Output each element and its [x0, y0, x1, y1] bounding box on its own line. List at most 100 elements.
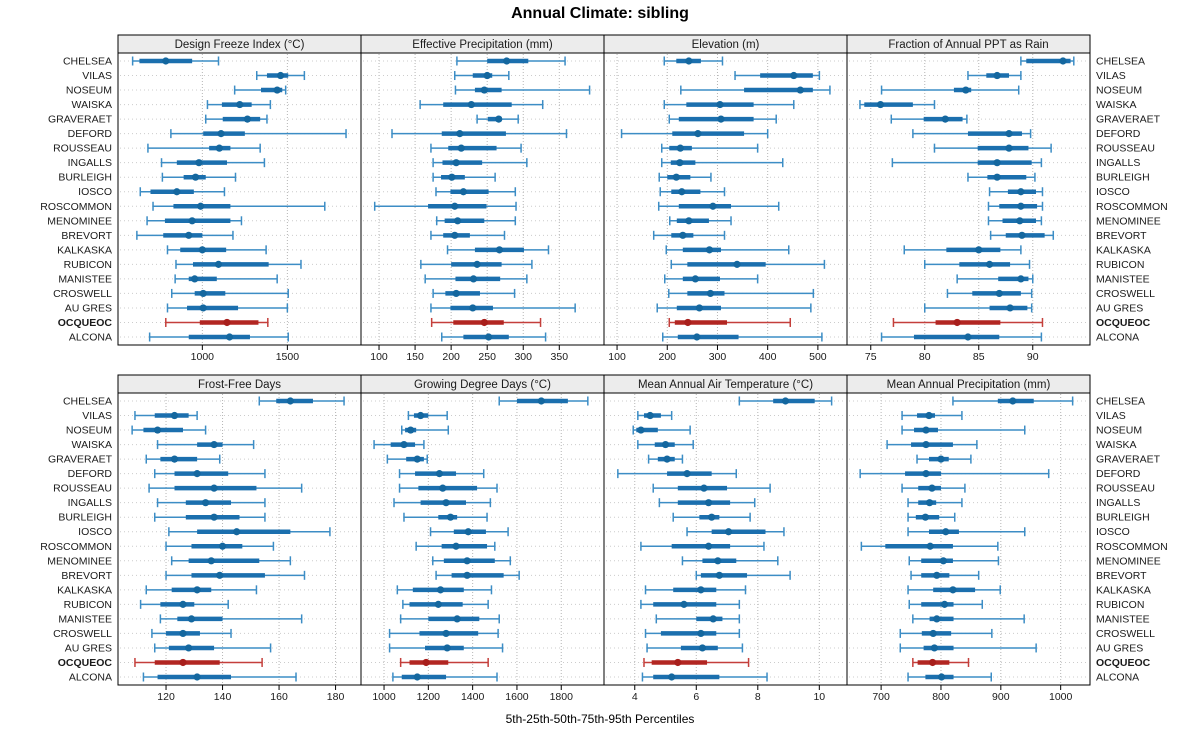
axis-tick-label: 75: [865, 351, 877, 363]
dot-row-rousseau: [606, 483, 845, 493]
median-dot: [483, 71, 491, 80]
panel-plot-area: [117, 52, 362, 346]
dot-row-vilas: [849, 71, 1088, 81]
site-label-right-waiska: WAISKA: [1096, 439, 1136, 451]
site-label-right-rousseau: ROUSSEAU: [1096, 143, 1155, 155]
site-label-left-manistee: MANISTEE: [58, 613, 112, 625]
dot-row-croswell: [120, 628, 359, 638]
dot-row-burleigh: [120, 512, 359, 522]
dot-row-alcona: [606, 672, 845, 682]
median-dot: [179, 600, 187, 608]
median-dot: [993, 71, 1001, 80]
median-dot: [243, 115, 252, 123]
median-dot: [215, 144, 223, 152]
axis-tick-label: 140: [214, 691, 232, 703]
median-dot: [464, 528, 472, 536]
panel-title: Mean Annual Precipitation (mm): [887, 379, 1051, 391]
median-dot: [452, 542, 460, 550]
dot-row-vilas: [363, 71, 602, 81]
dot-row-alcona: [120, 332, 359, 342]
median-dot: [446, 513, 455, 521]
site-label-right-rousseau: ROUSSEAU: [1096, 483, 1155, 495]
dot-row-waiska: [849, 440, 1088, 450]
median-dot: [668, 673, 676, 681]
median-dot: [448, 173, 456, 181]
median-dot: [223, 318, 231, 327]
median-dot: [676, 159, 684, 167]
dot-row-kalkaska: [606, 585, 845, 595]
median-dot: [694, 130, 702, 138]
dot-row-burleigh: [606, 512, 845, 522]
median-dot: [1017, 202, 1025, 210]
site-label-left-alcona: ALCONA: [69, 672, 112, 684]
axis-tick-label: 100: [370, 351, 388, 363]
median-dot: [214, 260, 223, 268]
site-label-right-rubicon: RUBICON: [1096, 259, 1144, 271]
dot-row-brevort: [606, 230, 845, 240]
panel-design-freeze-index-c: Design Freeze Index (°C) 1000 1500: [117, 34, 362, 363]
median-dot: [170, 455, 179, 463]
site-label-left-iosco: IOSCO: [78, 526, 112, 538]
dot-row-alcona: [606, 332, 845, 342]
site-label-left-noseum: NOSEUM: [66, 85, 112, 97]
site-label-left-ocqueoc: OCQUEOC: [58, 317, 113, 329]
dot-row-kalkaska: [363, 245, 602, 255]
panel-title: Fraction of Annual PPT as Rain: [888, 39, 1048, 51]
dot-row-manistee: [363, 614, 602, 624]
axis-tick-label: 1400: [461, 691, 485, 703]
dot-row-noseum: [606, 425, 845, 435]
median-dot: [1059, 57, 1067, 65]
median-dot: [216, 571, 224, 579]
chart-title: Annual Climate: sibling: [511, 5, 689, 22]
median-dot: [191, 275, 199, 283]
dot-row-burleigh: [363, 512, 602, 522]
dot-row-alcona: [363, 332, 602, 342]
median-dot: [193, 470, 201, 478]
site-label-left-ingalls: INGALLS: [68, 157, 112, 169]
site-label-left-deford: DEFORD: [68, 468, 113, 480]
dot-row-noseum: [120, 85, 359, 95]
dot-row-brevort: [606, 570, 845, 580]
dot-row-roscommon: [849, 541, 1088, 551]
dot-row-ocqueoc: [849, 657, 1088, 667]
axis-tick-label: 1800: [550, 691, 574, 703]
dot-row-chelsea: [120, 396, 359, 406]
dot-row-iosco: [849, 527, 1088, 537]
site-label-left-chelsea: CHELSEA: [63, 396, 112, 408]
dot-row-ocqueoc: [606, 657, 845, 667]
dot-row-ingalls: [363, 498, 602, 508]
site-label-right-deford: DEFORD: [1096, 468, 1141, 480]
dot-row-manistee: [849, 614, 1088, 624]
dot-row-manistee: [120, 274, 359, 284]
median-dot: [985, 260, 994, 268]
median-dot: [685, 217, 693, 225]
median-dot: [162, 57, 170, 65]
dot-row-menominee: [606, 216, 845, 226]
median-dot: [709, 615, 717, 623]
median-dot: [1005, 144, 1013, 152]
median-dot: [704, 542, 713, 550]
dot-row-ingalls: [606, 158, 845, 168]
median-dot: [695, 304, 703, 312]
median-dot: [716, 100, 724, 109]
median-dot: [993, 159, 1001, 167]
site-label-left-au-gres: AU GRES: [65, 302, 112, 314]
median-dot: [733, 260, 741, 268]
dot-row-menominee: [363, 216, 602, 226]
panel-plot-area: [360, 392, 605, 686]
median-dot: [236, 100, 244, 109]
median-dot: [928, 484, 936, 492]
dot-row-graveraet: [606, 114, 845, 124]
median-dot: [413, 673, 421, 681]
median-dot: [201, 499, 210, 507]
panel-frost-free-days: Frost-Free Days 120 140 160 180: [117, 374, 362, 703]
axis-tick-label: 200: [442, 351, 460, 363]
dot-row-au-gres: [849, 643, 1088, 653]
panel-fraction-of-annual-ppt-as-rain: Fraction of Annual PPT as Rain 75 80 85 90: [846, 34, 1091, 363]
dot-row-croswell: [120, 288, 359, 298]
median-dot: [1018, 231, 1026, 239]
dot-row-brevort: [363, 570, 602, 580]
median-dot: [442, 499, 450, 507]
dot-row-noseum: [849, 85, 1088, 95]
dot-row-manistee: [120, 614, 359, 624]
